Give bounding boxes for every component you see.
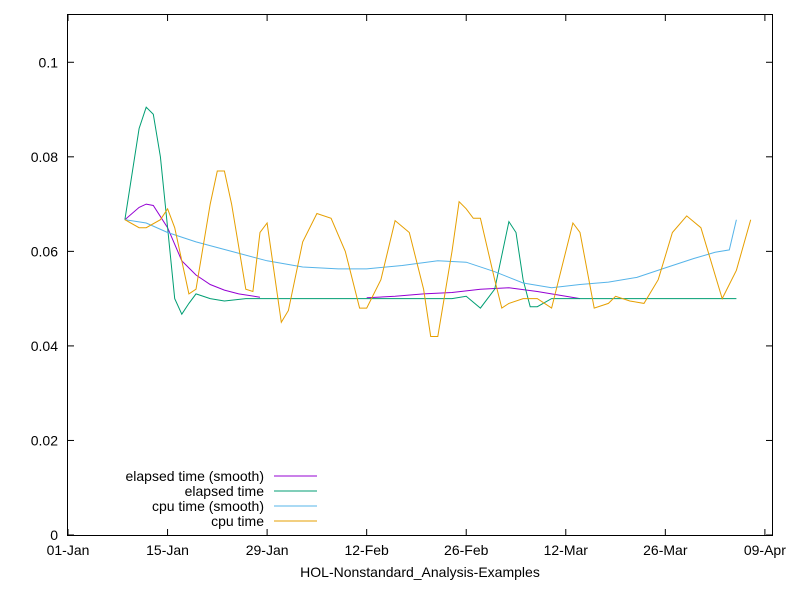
- plot-frame: [67, 14, 773, 536]
- series-lines: [124, 106, 752, 337]
- x-axis-label: HOL-Nonstandard_Analysis-Examples: [300, 564, 540, 580]
- y-tick-label: 0: [50, 527, 58, 543]
- series-line-cpu-time-smooth-: [124, 219, 737, 289]
- x-tick-label: 26-Mar: [643, 542, 688, 558]
- y-tick-label: 0.1: [39, 54, 59, 70]
- x-tick-label: 26-Feb: [444, 542, 489, 558]
- x-tick-label: 15-Jan: [146, 542, 189, 558]
- legend-label: elapsed time (smooth): [125, 468, 264, 484]
- legend-label: cpu time (smooth): [152, 498, 264, 514]
- series-line-elapsed-time-smooth-: [124, 203, 581, 300]
- x-tick-label: 09-Apr: [744, 542, 786, 558]
- y-tick-label: 0.08: [31, 149, 58, 165]
- series-line-elapsed-time: [124, 106, 737, 316]
- x-tick-label: 29-Jan: [246, 542, 289, 558]
- legend-label: cpu time: [211, 513, 264, 529]
- y-tick-label: 0.04: [31, 338, 58, 354]
- series-line-cpu-time: [124, 170, 752, 337]
- x-tick-label: 12-Mar: [544, 542, 589, 558]
- axis-ticks: 0 0.02 0.04 0.06 0.08 0.1 01-Jan 15-Jan 29-Jan 12…: [31, 15, 786, 558]
- y-tick-label: 0.02: [31, 432, 58, 448]
- legend-label: elapsed time: [185, 483, 265, 499]
- x-tick-label: 12-Feb: [344, 542, 389, 558]
- x-tick-label: 01-Jan: [47, 542, 90, 558]
- y-tick-label: 0.06: [31, 243, 58, 259]
